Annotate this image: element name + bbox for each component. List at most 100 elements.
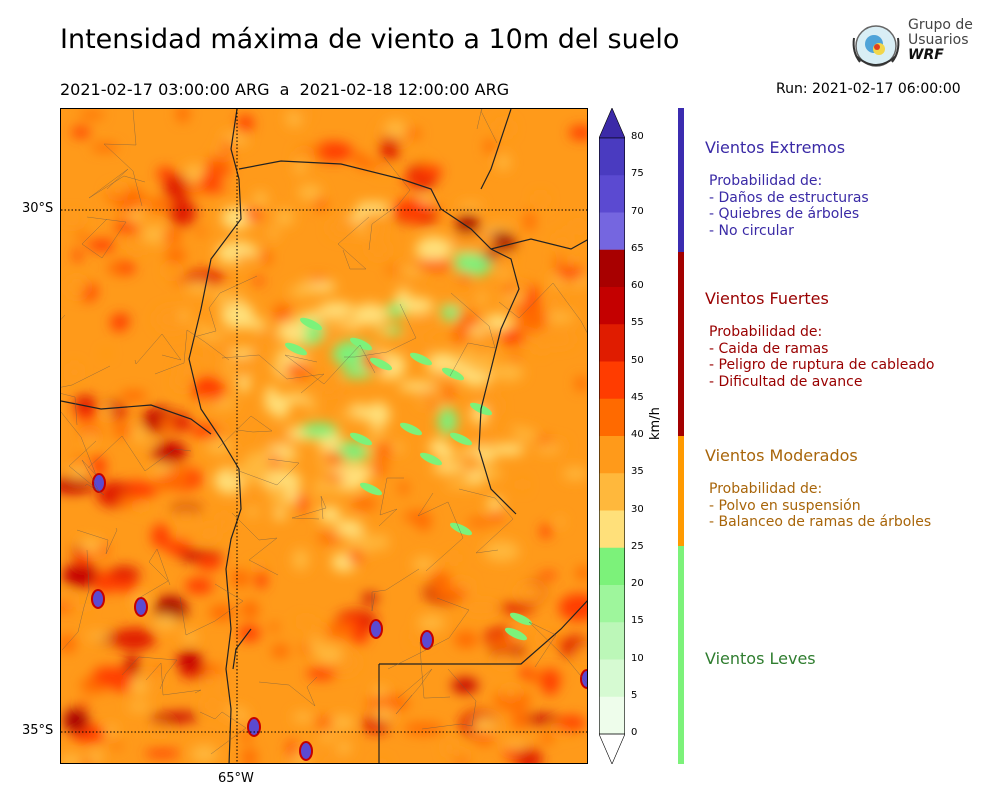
colorbar-tick-label: 45 bbox=[631, 391, 644, 403]
colorbar-tick-label: 75 bbox=[631, 168, 644, 180]
wind-cell bbox=[567, 222, 587, 230]
wind-cell bbox=[209, 604, 235, 621]
wind-cell bbox=[168, 199, 197, 227]
province-border bbox=[379, 600, 587, 665]
wind-cell bbox=[221, 139, 234, 155]
wind-cell bbox=[434, 371, 449, 389]
colorbar-tick-label: 10 bbox=[631, 652, 644, 664]
wind-cell bbox=[455, 312, 480, 329]
department-border bbox=[138, 548, 171, 599]
wind-cell bbox=[280, 394, 311, 403]
wind-cell bbox=[269, 622, 279, 633]
colorbar-tick-label: 20 bbox=[631, 578, 644, 589]
wind-cell bbox=[319, 376, 340, 396]
colorbar-bin bbox=[599, 547, 625, 586]
wind-cell bbox=[300, 422, 338, 438]
wind-cell bbox=[74, 395, 97, 414]
wind-cell bbox=[342, 321, 362, 330]
wind-cell bbox=[317, 533, 341, 543]
extreme-wind-spot bbox=[420, 630, 434, 650]
wind-cell bbox=[69, 362, 80, 382]
wind-cell bbox=[61, 477, 95, 494]
wind-cell bbox=[78, 538, 103, 553]
category-color-bar bbox=[678, 436, 684, 546]
wind-cell bbox=[241, 600, 259, 619]
department-border bbox=[498, 282, 587, 333]
wind-cell bbox=[241, 748, 258, 763]
light-wind-patch bbox=[441, 367, 465, 381]
department-border bbox=[76, 527, 118, 555]
wind-cell bbox=[61, 211, 85, 227]
wind-cell bbox=[491, 653, 517, 667]
category-block: Vientos Fuertes Probabilidad de: - Caida d… bbox=[705, 289, 934, 390]
department-border bbox=[134, 333, 182, 365]
wind-cell bbox=[294, 150, 314, 158]
department-border bbox=[284, 344, 376, 385]
wind-cell bbox=[579, 244, 587, 263]
wind-cell bbox=[320, 731, 334, 742]
wind-cell bbox=[474, 731, 494, 746]
department-border bbox=[449, 292, 496, 377]
wind-cell bbox=[518, 478, 527, 491]
wind-cell bbox=[136, 499, 146, 513]
colorbar-extend-bottom bbox=[599, 733, 625, 764]
wind-cell bbox=[271, 644, 290, 658]
wind-cell bbox=[428, 571, 452, 582]
wind-cell bbox=[310, 625, 328, 637]
wind-cell bbox=[373, 534, 389, 551]
category-color-bar bbox=[678, 108, 684, 252]
colorbar-bin bbox=[599, 175, 625, 213]
wind-cell bbox=[307, 275, 329, 283]
colorbar-extend-top bbox=[599, 108, 625, 139]
wind-cell bbox=[435, 445, 456, 460]
wind-cell bbox=[417, 615, 446, 631]
wind-cell bbox=[326, 621, 354, 639]
wind-cell bbox=[154, 475, 171, 492]
category-description-line: Probabilidad de: bbox=[709, 481, 823, 497]
wind-cell bbox=[73, 248, 82, 263]
department-border bbox=[154, 329, 230, 375]
category-description-line: - Dificultad de avance bbox=[709, 373, 863, 390]
province-border bbox=[480, 109, 512, 190]
wind-cell bbox=[199, 397, 214, 410]
colorbar-tick-label: 65 bbox=[631, 242, 644, 254]
wind-cell bbox=[510, 353, 520, 362]
wind-cell bbox=[373, 686, 388, 698]
wind-cell bbox=[61, 754, 84, 763]
department-border bbox=[291, 495, 327, 520]
light-wind-patch bbox=[369, 357, 393, 371]
wind-cell bbox=[355, 226, 368, 235]
wind-cell bbox=[202, 664, 225, 675]
wind-cell bbox=[541, 731, 554, 745]
wind-cell bbox=[219, 512, 230, 531]
globe-emblem-icon bbox=[852, 25, 900, 67]
department-border bbox=[417, 492, 464, 572]
wind-cell bbox=[170, 467, 190, 487]
category-description-line: - No circular bbox=[709, 222, 794, 239]
category-description: Probabilidad de: - Polvo en suspensión - B… bbox=[705, 481, 931, 531]
wind-cell bbox=[203, 671, 216, 691]
department-border bbox=[419, 641, 451, 699]
wind-cell bbox=[199, 174, 219, 188]
wind-cell bbox=[195, 323, 208, 334]
wind-cell bbox=[541, 668, 560, 696]
wind-cell bbox=[298, 184, 322, 201]
department-border bbox=[121, 656, 178, 690]
extreme-wind-spot bbox=[369, 619, 383, 639]
wind-cell bbox=[492, 363, 524, 382]
wind-cell bbox=[86, 632, 112, 640]
wind-cell bbox=[244, 208, 263, 221]
wind-cell bbox=[449, 579, 472, 589]
logo-wordmark: Grupo de Usuarios WRF bbox=[908, 17, 973, 63]
colorbar-tick-label: 5 bbox=[631, 689, 638, 701]
wind-cell bbox=[230, 569, 250, 588]
wind-cell bbox=[328, 217, 358, 239]
wind-cell bbox=[304, 343, 315, 354]
wind-cell bbox=[63, 708, 89, 733]
wind-cell bbox=[229, 467, 273, 481]
wind-cell bbox=[492, 510, 502, 522]
wind-cell bbox=[294, 160, 307, 174]
wind-cell bbox=[483, 540, 520, 562]
wind-cell bbox=[185, 183, 205, 195]
wind-cell bbox=[489, 224, 514, 232]
